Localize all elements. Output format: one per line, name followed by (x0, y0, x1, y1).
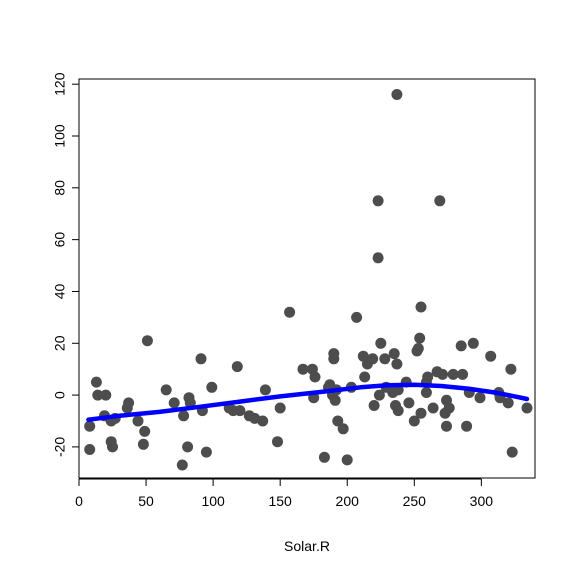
x-tick-label: 250 (403, 493, 427, 509)
data-point (415, 407, 427, 419)
data-point (379, 353, 391, 365)
data-point (160, 384, 172, 396)
data-point (132, 415, 144, 427)
data-point (84, 444, 96, 455)
data-point (367, 353, 379, 365)
data-point (341, 454, 353, 466)
data-point (272, 436, 283, 448)
data-point (139, 425, 151, 437)
data-point (176, 459, 188, 471)
data-point (284, 306, 296, 318)
data-point (337, 423, 349, 435)
data-point (123, 397, 135, 409)
data-point (415, 301, 427, 313)
x-tick-label: 0 (75, 493, 83, 509)
data-point (107, 441, 118, 453)
y-tick-label: 60 (52, 232, 68, 248)
data-point (505, 363, 517, 375)
data-point (392, 405, 404, 417)
data-point (141, 335, 153, 347)
data-point (373, 389, 385, 401)
data-point (422, 371, 434, 383)
data-point (318, 451, 330, 463)
data-point (403, 397, 415, 409)
y-tick-label: -20 (52, 437, 68, 457)
data-point (100, 389, 112, 401)
data-point (195, 353, 207, 365)
data-point (297, 363, 309, 375)
data-point (231, 361, 243, 373)
x-axis-title: Solar.R (284, 538, 330, 554)
y-tick-label: 0 (52, 391, 68, 399)
data-point (414, 332, 426, 344)
data-point (309, 371, 321, 383)
y-tick-label: 120 (52, 72, 68, 96)
x-tick-label: 200 (336, 493, 360, 509)
data-point (388, 348, 400, 360)
data-point (375, 337, 387, 349)
data-point (434, 195, 446, 207)
data-point (485, 350, 497, 362)
data-point (372, 252, 384, 264)
data-point (368, 400, 380, 411)
x-tick-label: 100 (201, 493, 225, 509)
data-point (182, 441, 194, 453)
data-point (84, 420, 96, 432)
y-tick-label: 100 (52, 124, 68, 148)
data-point (329, 394, 341, 406)
data-point (461, 420, 473, 432)
data-point (447, 368, 459, 380)
y-tick-label: 40 (52, 283, 68, 299)
x-tick-label: 50 (138, 493, 154, 509)
x-tick-label: 300 (470, 493, 494, 509)
y-axis: -20 0 20 40 60 80 100 120 (52, 72, 80, 457)
data-point (427, 402, 439, 414)
data-point (506, 446, 518, 458)
data-point (90, 376, 102, 388)
data-point (391, 89, 403, 100)
data-point (372, 195, 384, 207)
data-point (359, 371, 371, 383)
data-point (257, 415, 269, 427)
y-tick-label: 80 (52, 180, 68, 196)
data-point (137, 438, 149, 450)
data-point (420, 387, 432, 398)
data-point (259, 384, 271, 396)
data-point (467, 337, 479, 349)
data-point (521, 402, 533, 414)
data-point (206, 381, 218, 393)
x-axis: 0 50 100 150 200 250 300 (75, 478, 494, 509)
data-point (332, 415, 344, 427)
data-point (351, 311, 363, 323)
data-point (274, 402, 286, 414)
data-point (457, 368, 469, 380)
data-point (92, 389, 104, 401)
data-point (441, 420, 452, 432)
data-point (200, 446, 212, 458)
data-point (437, 368, 448, 380)
data-point (328, 348, 340, 360)
data-point (455, 340, 467, 352)
data-point (391, 358, 403, 370)
data-point (412, 343, 424, 354)
data-point (443, 402, 455, 414)
data-point (168, 397, 180, 409)
data-point (474, 392, 486, 404)
data-point (408, 415, 420, 427)
smooth-line (86, 382, 530, 422)
x-tick-label: 150 (268, 493, 292, 509)
data-point (502, 397, 514, 409)
y-tick-label: 20 (52, 335, 68, 351)
data-point (178, 410, 190, 422)
data-point (234, 405, 246, 417)
